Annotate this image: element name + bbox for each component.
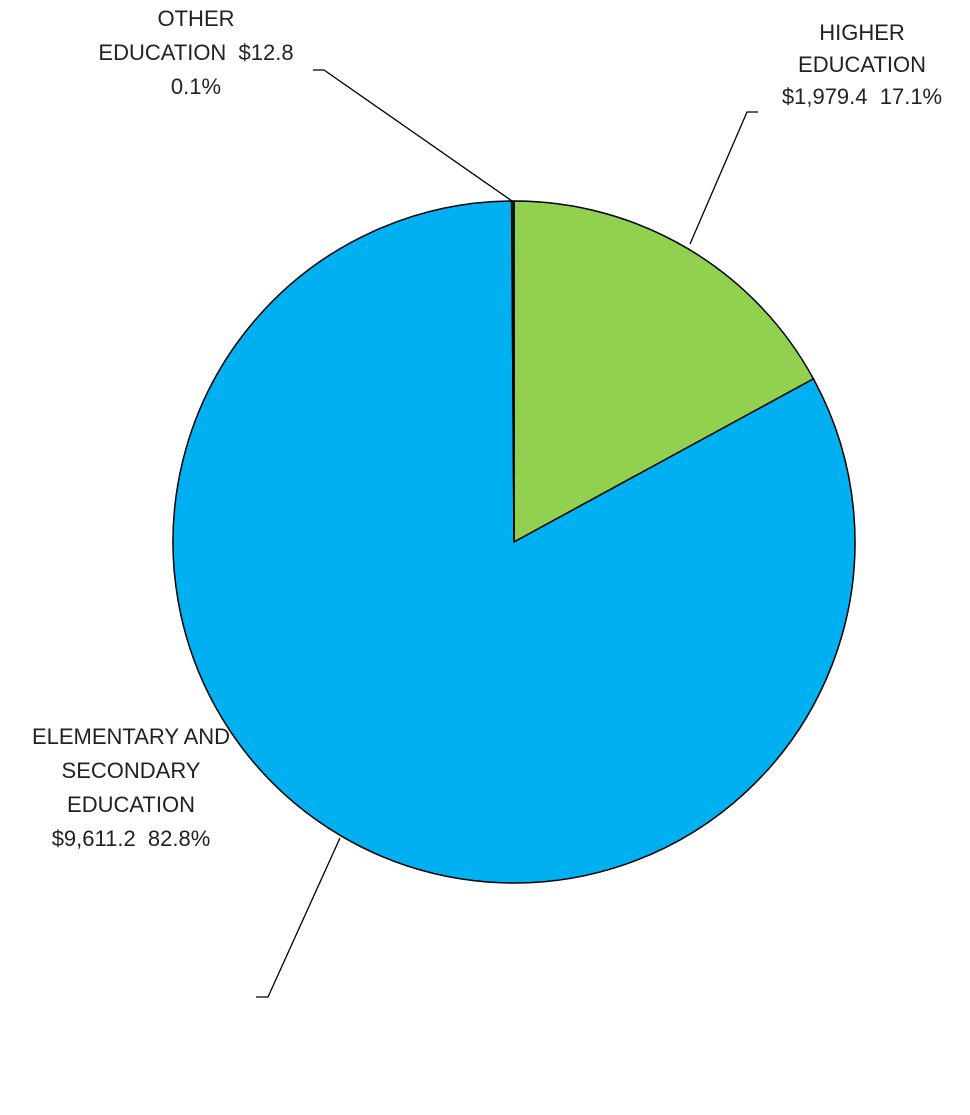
data-label-line: SECONDARY <box>62 758 201 783</box>
data-label-line: OTHER <box>158 6 235 31</box>
data-label-elementary-secondary-education: ELEMENTARY AND SECONDARY EDUCATION $9,611.2… <box>32 724 230 851</box>
data-label-line: 0.1% <box>171 74 221 99</box>
leader-line-other-education <box>313 69 513 202</box>
data-label-other-education: OTHER EDUCATION $12.8 0.1% <box>98 6 293 99</box>
data-label-line: $9,611.2 82.8% <box>52 826 211 851</box>
data-label-line: EDUCATION <box>798 52 926 77</box>
leader-line-higher-education <box>689 111 758 245</box>
data-label-higher-education: HIGHER EDUCATION $1,979.4 17.1% <box>782 20 942 109</box>
data-label-line: ELEMENTARY AND <box>32 724 230 749</box>
pie-slice-higher-education <box>513 200 815 543</box>
data-label-line: $1,979.4 17.1% <box>782 84 942 109</box>
data-label-line: HIGHER <box>819 20 905 45</box>
data-label-line: EDUCATION $12.8 <box>98 40 293 65</box>
data-label-line: EDUCATION <box>67 792 195 817</box>
leader-line-elementary-secondary-education <box>256 837 341 998</box>
